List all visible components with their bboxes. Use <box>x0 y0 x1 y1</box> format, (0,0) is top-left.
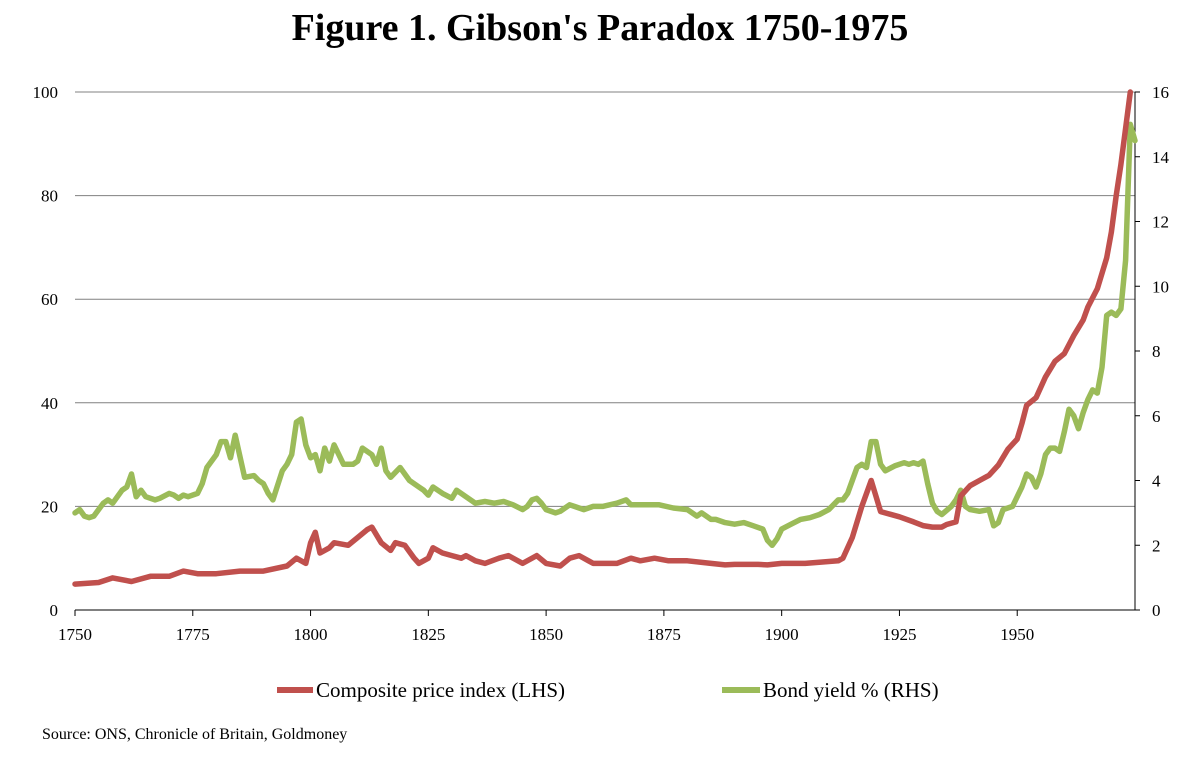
right-axis-tick-labels: 0 2 4 6 8 10 12 14 16 <box>1152 83 1170 620</box>
x-tick-label: 1775 <box>176 625 210 644</box>
x-tick-label: 1825 <box>411 625 445 644</box>
legend-label-price: Composite price index (LHS) <box>316 678 565 702</box>
chart-title: Figure 1. Gibson's Paradox 1750-1975 <box>291 7 909 49</box>
x-tick-label: 1850 <box>529 625 563 644</box>
right-tick-label: 6 <box>1152 407 1161 426</box>
left-tick-label: 0 <box>50 601 59 620</box>
x-tick-label: 1875 <box>647 625 681 644</box>
left-tick-label: 40 <box>41 394 58 413</box>
legend: Composite price index (LHS) Bond yield %… <box>277 678 939 702</box>
series-line-bond-yield <box>72 121 1138 549</box>
left-axis-tick-labels: 0 20 40 60 80 100 <box>33 83 59 620</box>
legend-label-yield: Bond yield % (RHS) <box>763 678 939 702</box>
left-tick-label: 20 <box>41 497 58 516</box>
x-tick-label: 1750 <box>58 625 92 644</box>
right-tick-label: 12 <box>1152 213 1169 232</box>
x-tick-label: 1950 <box>1000 625 1034 644</box>
x-tick-label: 1900 <box>765 625 799 644</box>
series-line-price-index <box>72 89 1134 587</box>
right-tick-label: 0 <box>1152 601 1161 620</box>
right-tick-label: 2 <box>1152 536 1161 555</box>
right-tick-label: 8 <box>1152 342 1161 361</box>
right-tick-label: 16 <box>1152 83 1169 102</box>
x-tick-label: 1800 <box>294 625 328 644</box>
left-tick-label: 60 <box>41 290 58 309</box>
right-tick-label: 4 <box>1152 472 1161 491</box>
left-tick-label: 100 <box>33 83 59 102</box>
left-tick-label: 80 <box>41 187 58 206</box>
x-axis-tick-labels: 1750 1775 1800 1825 1850 1875 1900 1925 1950 <box>58 625 1034 644</box>
axes <box>74 91 1140 616</box>
data-series <box>72 89 1138 587</box>
right-tick-label: 14 <box>1152 148 1170 167</box>
source-note: Source: ONS, Chronicle of Britain, Goldm… <box>42 726 348 743</box>
x-tick-label: 1925 <box>882 625 916 644</box>
right-tick-label: 10 <box>1152 277 1169 296</box>
